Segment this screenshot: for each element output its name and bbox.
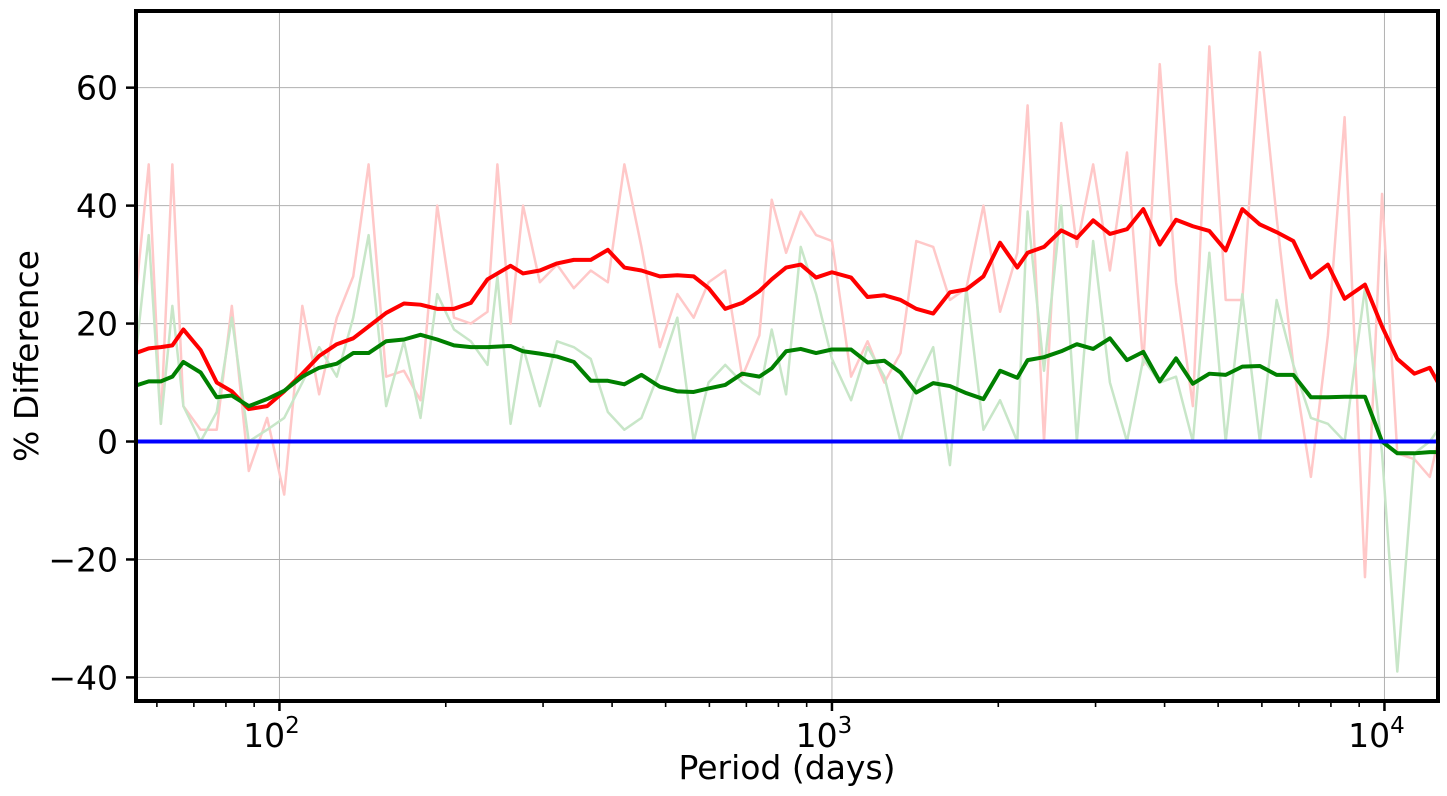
series-line-1 [134,45,1440,579]
y-tick-label: 20 [76,305,118,344]
y-axis-title: % Difference [7,250,46,462]
series-lines [134,45,1440,673]
x-axis-title: Period (days) [678,748,895,787]
y-tick-label: 0 [97,423,118,462]
x-tick-exponent: 3 [838,713,853,739]
x-tick-label: 104 [1348,713,1405,755]
series-line-3 [135,207,1440,412]
y-tick-label: 40 [76,187,118,226]
series-line-2 [134,204,1440,673]
x-tick-exponent: 4 [1390,713,1405,739]
x-tick-label: 102 [243,713,300,755]
grid-lines [136,11,1438,701]
x-tick-label: 103 [796,713,853,755]
x-tick-labels: 102 103 104 [243,713,1405,755]
x-tick-base: 10 [1348,716,1390,755]
x-tick-exponent: 2 [285,713,300,739]
plot-frame [134,9,1440,703]
y-tick-label: −20 [48,540,118,579]
series-line-4 [135,332,1438,456]
y-tick-label: −40 [48,658,118,697]
x-tick-base: 10 [243,716,285,755]
y-tick-label: 60 [76,69,118,108]
x-tick-base: 10 [796,716,838,755]
y-tick-labels: −40 −20 0 20 40 60 [48,69,118,698]
